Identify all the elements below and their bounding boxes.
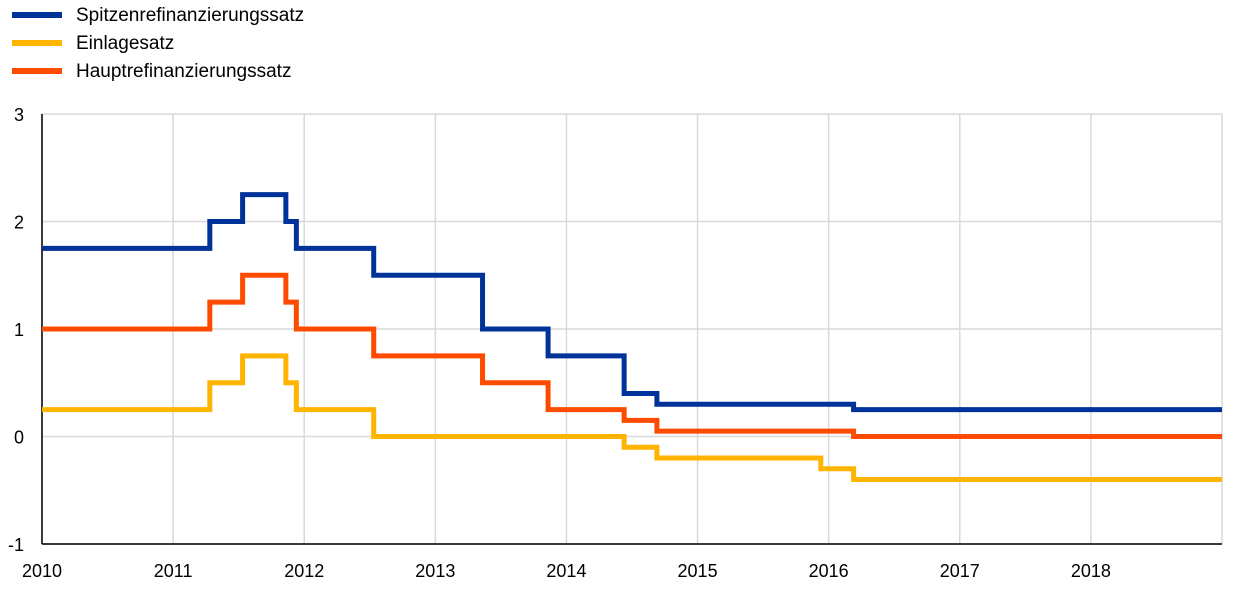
legend-label: Hauptrefinanzierungssatz: [76, 61, 291, 82]
y-tick-label: -1: [8, 535, 24, 555]
y-tick-label: 0: [14, 428, 24, 448]
x-tick-label: 2013: [415, 561, 455, 581]
x-tick-label: 2012: [284, 561, 324, 581]
x-tick-label: 2018: [1071, 561, 1111, 581]
gridlines: [41, 113, 1223, 545]
series-line-0: [42, 192, 1222, 413]
x-tick-label: 2014: [546, 561, 586, 581]
x-tick-label: 2010: [22, 561, 62, 581]
y-axis-ticks: 3 2 1 0 -1: [8, 105, 24, 555]
x-tick-label: 2011: [154, 561, 193, 581]
legend-label: Einlagesatz: [76, 33, 174, 54]
x-axis-ticks: 2010 2011 2012 2013 2014 2015 2016 2017 2018: [22, 561, 1111, 581]
legend-label: Spitzenrefinanzierungssatz: [76, 5, 304, 26]
series-lines: [42, 192, 1222, 482]
y-tick-label: 3: [14, 105, 24, 125]
legend: Spitzenrefinanzierungssatz Einlagesatz Hau…: [12, 5, 304, 82]
series-line-2: [42, 272, 1222, 439]
y-tick-label: 2: [14, 213, 24, 233]
x-tick-label: 2017: [940, 561, 980, 581]
x-tick-label: 2016: [809, 561, 849, 581]
series-line-1: [42, 353, 1222, 482]
x-tick-label: 2015: [678, 561, 718, 581]
y-tick-label: 1: [14, 320, 24, 340]
